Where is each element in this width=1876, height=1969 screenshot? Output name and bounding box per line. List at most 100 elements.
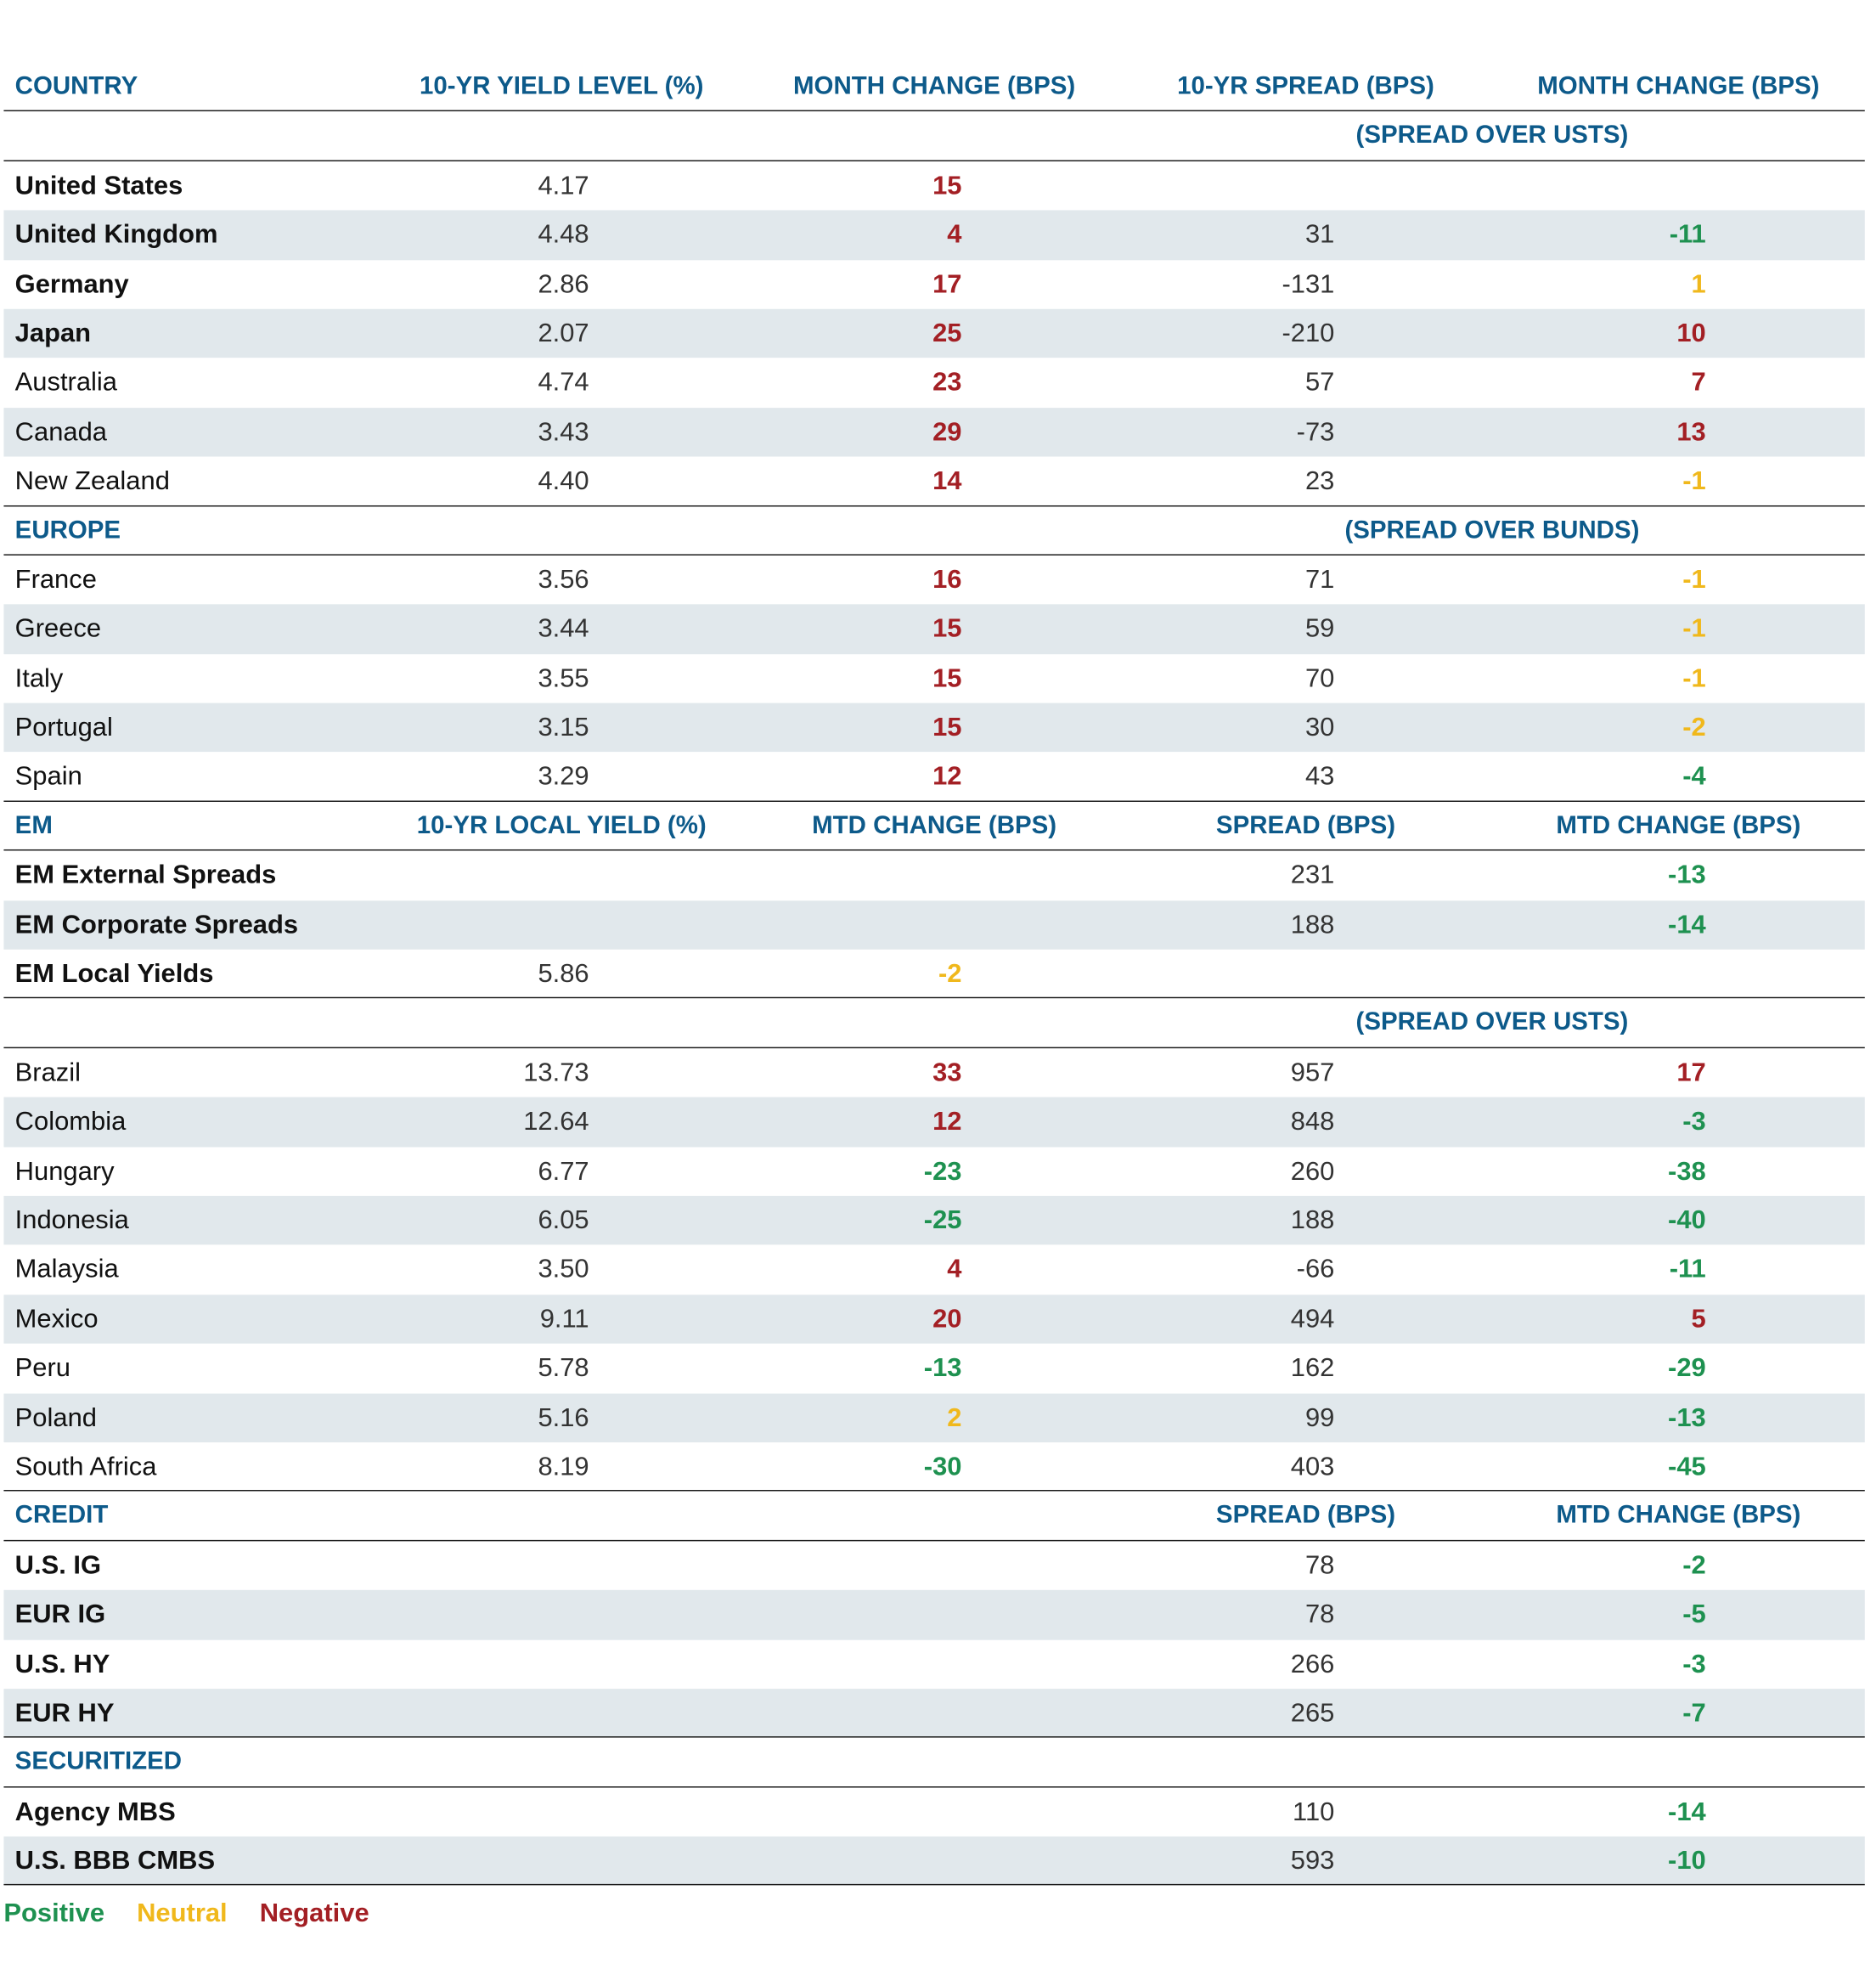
row-label: EM External Spreads: [14, 860, 277, 890]
table-row: France 3.56 16 71 -1: [3, 556, 1864, 605]
yield-change: 14: [932, 466, 962, 496]
yield-value: 4.17: [538, 171, 589, 200]
yield-change: 4: [947, 1255, 962, 1284]
row-label: Canada: [14, 417, 108, 447]
legend-positive: Positive: [3, 1898, 105, 1928]
spread-basis-note: (SPREAD OVER USTS): [1355, 1008, 1629, 1037]
spread-value: 593: [1290, 1846, 1335, 1876]
spread-change: -1: [1682, 565, 1706, 595]
yield-change: 17: [932, 269, 962, 299]
row-label: Mexico: [14, 1304, 99, 1334]
row-label: Spain: [14, 762, 82, 792]
spread-value: 957: [1290, 1058, 1335, 1087]
spread-value: 78: [1304, 1550, 1335, 1580]
spread-value: 110: [1293, 1797, 1335, 1826]
color-legend: Positive Neutral Negative: [3, 1899, 394, 1929]
yield-value: 13.73: [523, 1058, 589, 1087]
row-label: U.S. BBB CMBS: [14, 1846, 216, 1876]
spread-value: 71: [1304, 565, 1335, 595]
section-header-row: COUNTRY 10-YR YIELD LEVEL (%) MONTH CHANGE…: [3, 63, 1865, 112]
yield-value: 3.29: [538, 762, 589, 792]
spread-change: 17: [1676, 1058, 1706, 1087]
table-row: EUR HY 265 -7: [3, 1688, 1865, 1738]
column-header: MTD CHANGE (BPS): [1556, 811, 1801, 839]
spread-change: -13: [1668, 860, 1706, 890]
yield-change: 12: [932, 1107, 962, 1137]
yield-change: 33: [932, 1058, 962, 1087]
row-label: EM Local Yields: [14, 959, 214, 989]
yield-value: 6.05: [538, 1205, 589, 1235]
column-header: 10-YR LOCAL YIELD (%): [416, 811, 707, 839]
table-row: EM Corporate Spreads 188 -14: [3, 900, 1865, 950]
column-header: 10-YR YIELD LEVEL (%): [420, 72, 704, 100]
subheader-row: (SPREAD OVER USTS): [3, 999, 1865, 1048]
table-row: Colombia 12.64 12 848 -3: [3, 1097, 1865, 1147]
yield-value: 3.44: [538, 614, 589, 644]
column-header: EM: [14, 811, 53, 839]
subheader-row: (SPREAD OVER USTS): [3, 112, 1865, 161]
spread-change: 10: [1676, 319, 1706, 348]
table-row: Mexico 9.11 20 494 5: [3, 1294, 1865, 1344]
row-label: EM Corporate Spreads: [14, 910, 299, 939]
spread-value: 57: [1304, 368, 1335, 398]
yield-change: -2: [938, 959, 962, 989]
table-row: EM External Spreads 231 -13: [3, 851, 1864, 900]
table-row: South Africa 8.19 -30 403 -45: [3, 1442, 1865, 1492]
yield-change: -30: [923, 1452, 962, 1481]
spread-change: -2: [1682, 1550, 1706, 1580]
table-row: Italy 3.55 15 70 -1: [3, 654, 1864, 703]
row-label: Australia: [14, 368, 117, 398]
yield-value: 5.86: [538, 959, 589, 989]
subheader-row: EUROPE (SPREAD OVER BUNDS): [3, 506, 1865, 556]
yield-change: 15: [932, 713, 962, 742]
row-label: Greece: [14, 614, 102, 644]
row-label: U.S. HY: [14, 1649, 110, 1678]
yield-change: 29: [932, 417, 962, 447]
spread-value: 31: [1304, 220, 1335, 250]
table-row: Malaysia 3.50 4 -66 -11: [3, 1245, 1864, 1295]
column-header: SPREAD (BPS): [1215, 811, 1396, 839]
yield-change: -25: [923, 1205, 962, 1235]
yield-value: 4.48: [538, 220, 589, 250]
spread-value: 23: [1304, 466, 1335, 496]
yield-change: 23: [932, 368, 962, 398]
spread-value: 848: [1290, 1107, 1335, 1137]
table-row: United Kingdom 4.48 4 31 -11: [3, 210, 1865, 260]
column-header: COUNTRY: [14, 72, 138, 100]
section-header-row: CREDIT SPREAD (BPS) MTD CHANGE (BPS): [3, 1492, 1865, 1541]
spread-value: 162: [1290, 1353, 1335, 1383]
spread-change: 7: [1691, 368, 1706, 398]
row-label: Brazil: [14, 1058, 82, 1087]
yield-value: 4.74: [538, 368, 589, 398]
spread-change: 1: [1691, 269, 1706, 299]
section-header-row: EM 10-YR LOCAL YIELD (%) MTD CHANGE (BPS) S…: [3, 802, 1865, 851]
yield-change: 16: [932, 565, 962, 595]
spread-value: -66: [1296, 1255, 1335, 1284]
spread-value: -210: [1282, 319, 1335, 348]
spread-change: -1: [1682, 614, 1706, 644]
row-label: Hungary: [14, 1156, 115, 1186]
yield-spread-table: COUNTRY 10-YR YIELD LEVEL (%) MONTH CHANGE…: [3, 63, 1865, 1887]
spread-change: 5: [1691, 1304, 1706, 1334]
spread-value: 43: [1304, 762, 1335, 792]
spread-change: -11: [1669, 1255, 1706, 1284]
yield-change: 15: [932, 614, 962, 644]
spread-value: 265: [1290, 1698, 1335, 1728]
table-row: Poland 5.16 2 99 -13: [3, 1392, 1865, 1442]
yield-value: 6.77: [538, 1156, 589, 1186]
yield-value: 5.16: [538, 1402, 589, 1432]
row-label: United Kingdom: [14, 220, 218, 250]
yield-value: 3.55: [538, 663, 589, 693]
spread-change: -4: [1682, 762, 1706, 792]
spread-change: -10: [1668, 1846, 1706, 1876]
spread-change: -13: [1668, 1402, 1706, 1432]
table-row: Greece 3.44 15 59 -1: [3, 604, 1865, 654]
row-label: Peru: [14, 1353, 71, 1383]
column-header: SPREAD (BPS): [1215, 1501, 1396, 1530]
row-label: Malaysia: [14, 1255, 119, 1284]
spread-value: 59: [1304, 614, 1335, 644]
row-label: Agency MBS: [14, 1797, 176, 1826]
yield-change: 15: [932, 171, 962, 200]
spread-value: 260: [1290, 1156, 1335, 1186]
spread-change: -45: [1668, 1452, 1706, 1481]
